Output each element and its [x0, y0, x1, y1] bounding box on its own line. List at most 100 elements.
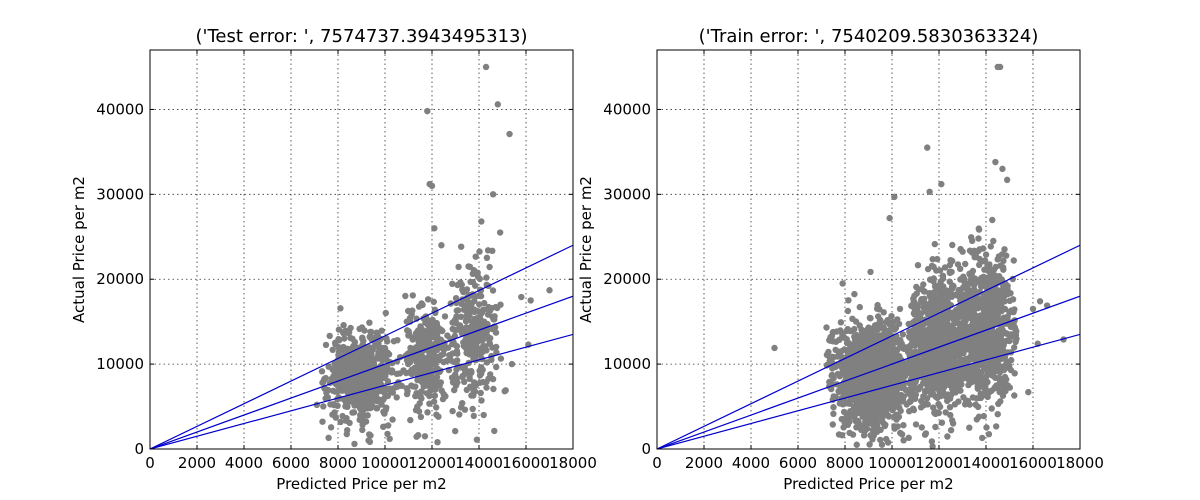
scatter-point [870, 354, 878, 361]
x-tick-label: 2000 [178, 454, 216, 472]
scatter-point [1003, 364, 1010, 371]
scatter-point [351, 440, 358, 448]
scatter-point [454, 281, 461, 289]
scatter-point [1025, 388, 1032, 396]
scatter-point [402, 292, 409, 300]
scatter-point [360, 357, 368, 364]
scatter-point [883, 319, 890, 326]
scatter-point [947, 427, 955, 434]
reference-line [657, 295, 1080, 449]
scatter-point [948, 350, 955, 357]
scatter-point [383, 404, 390, 411]
plot-frame [149, 49, 574, 450]
scatter-point [974, 277, 981, 284]
scatter-point [469, 352, 476, 359]
scatter-point [330, 401, 338, 409]
scatter-point [940, 301, 947, 308]
x-tick-label: 8000 [319, 454, 357, 472]
scatter-point [909, 319, 917, 326]
x-tick-label: 16000 [1009, 454, 1057, 472]
scatter-point [915, 313, 922, 320]
scatter-point [490, 316, 497, 323]
scatter-point [449, 280, 456, 287]
scatter-point [423, 316, 431, 323]
scatter-point [415, 408, 423, 415]
scatter-point [383, 335, 390, 342]
scatter-point [463, 324, 470, 331]
scatter-point [992, 330, 999, 337]
scatter-point [418, 395, 425, 402]
scatter-point [373, 405, 381, 412]
scatter-point [1003, 252, 1010, 259]
scatter-point [877, 436, 884, 444]
scatter-point [969, 237, 976, 244]
scatter-point [382, 345, 389, 353]
scatter-point [910, 406, 918, 414]
scatter-point [489, 247, 496, 254]
scatter-point [865, 381, 872, 388]
scatter-point [335, 374, 342, 382]
scatter-point [365, 437, 372, 444]
scatter-point [382, 309, 389, 317]
scatter-point [976, 255, 983, 263]
scatter-point [976, 320, 983, 327]
scatter-point [864, 393, 871, 400]
scatter-point [946, 404, 954, 411]
scatter-point [892, 355, 900, 362]
scatter-point [840, 408, 848, 416]
scatter-point [860, 432, 868, 439]
scatter-point [914, 325, 922, 332]
scatter-point [326, 332, 333, 340]
scatter-point [933, 330, 940, 337]
scatter-point [866, 329, 873, 336]
scatter-point [944, 321, 951, 328]
scatter-point [938, 419, 946, 426]
scatter-point [929, 339, 937, 346]
scatter-point [875, 403, 882, 410]
scatter-point [938, 180, 945, 188]
scatter-point [835, 388, 843, 395]
scatter-point [483, 254, 491, 261]
y-tick-label: 0 [641, 440, 651, 458]
scatter-point [878, 378, 886, 385]
scatter-point [968, 270, 975, 278]
scatter-point [848, 342, 855, 349]
scatter-point [827, 337, 834, 344]
scatter-point [977, 394, 984, 402]
scatter-point [859, 379, 867, 386]
scatter-point [950, 371, 957, 378]
scatter-point [406, 369, 413, 376]
scatter-point [908, 302, 915, 310]
scatter-point [852, 318, 860, 325]
scatter-point [353, 374, 360, 381]
scatter-point [934, 284, 942, 291]
scatter-point [475, 308, 482, 315]
scatter-point [858, 360, 866, 367]
scatter-point [318, 368, 326, 375]
scatter-point [979, 434, 986, 442]
scatter-point [473, 436, 481, 443]
scatter-point [335, 349, 343, 356]
scatter-point [358, 381, 365, 388]
x-tick-label: 18000 [1056, 454, 1104, 472]
scatter-point [1006, 384, 1013, 391]
scatter-point [961, 279, 968, 286]
scatter-point [926, 188, 933, 195]
scatter-point [476, 248, 483, 255]
x-tick-label: 18000 [549, 454, 597, 472]
scatter-point [982, 391, 989, 398]
scatter-point [1012, 326, 1019, 333]
scatter-point [942, 288, 950, 296]
scatter-point [469, 278, 477, 286]
scatter-point [933, 364, 940, 371]
scatter-point [887, 348, 894, 355]
scatter-point [938, 354, 946, 361]
scatter-point [914, 262, 922, 269]
scatter-point [329, 411, 336, 418]
scatter-point [944, 391, 952, 398]
x-tick-label: 2000 [685, 454, 723, 472]
scatter-point [494, 304, 501, 312]
scatter-point [993, 382, 1000, 389]
scatter-point [844, 325, 851, 333]
scatter-point [950, 356, 957, 364]
